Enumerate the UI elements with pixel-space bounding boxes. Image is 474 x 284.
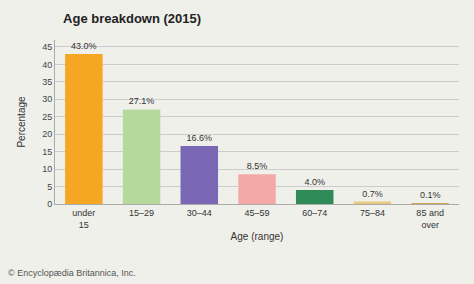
svg-text:75–84: 75–84 [360, 208, 385, 218]
svg-text:0.1%: 0.1% [420, 190, 441, 200]
svg-text:30–44: 30–44 [187, 208, 212, 218]
svg-text:0.7%: 0.7% [362, 189, 383, 199]
svg-text:8.5%: 8.5% [247, 161, 268, 171]
svg-text:20: 20 [42, 129, 52, 139]
svg-text:25: 25 [42, 112, 52, 122]
svg-text:40: 40 [42, 60, 52, 70]
svg-text:0: 0 [47, 199, 52, 209]
svg-text:35: 35 [42, 77, 52, 87]
svg-text:15–29: 15–29 [129, 208, 154, 218]
svg-text:15: 15 [42, 147, 52, 157]
svg-text:30: 30 [42, 94, 52, 104]
svg-text:© Encyclopædia Britannica, Inc: © Encyclopædia Britannica, Inc. [8, 268, 136, 278]
svg-text:4.0%: 4.0% [304, 177, 325, 187]
svg-text:85 andover: 85 andover [416, 208, 444, 230]
svg-text:Percentage: Percentage [16, 96, 27, 148]
svg-text:Age (range): Age (range) [231, 231, 284, 242]
svg-text:27.1%: 27.1% [129, 96, 155, 106]
svg-text:Age breakdown (2015): Age breakdown (2015) [63, 11, 201, 26]
svg-text:60–74: 60–74 [302, 208, 327, 218]
svg-text:45: 45 [42, 42, 52, 52]
svg-text:10: 10 [42, 164, 52, 174]
svg-text:43.0%: 43.0% [71, 41, 97, 51]
svg-text:under15: under15 [72, 208, 95, 230]
svg-text:16.6%: 16.6% [187, 133, 213, 143]
svg-text:45–59: 45–59 [244, 208, 269, 218]
svg-text:5: 5 [47, 182, 52, 192]
